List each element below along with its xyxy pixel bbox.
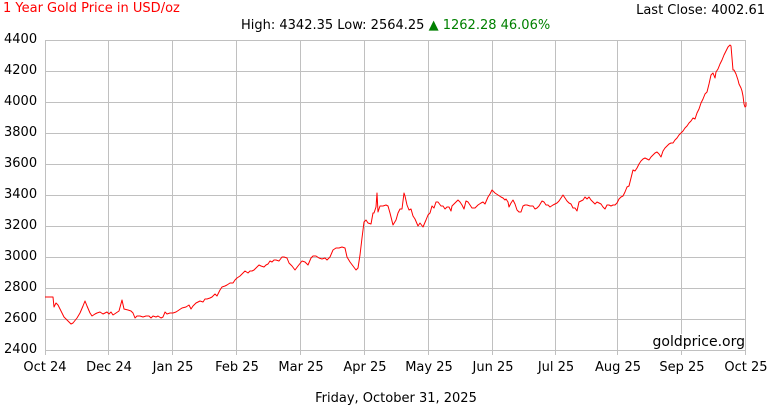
x-tick-label: Jul 25 [537,360,575,375]
y-tick-label: 2800 [4,280,38,295]
y-tick-label: 3400 [4,187,38,202]
high-low-text: High: 4342.35 Low: 2564.25 [241,18,425,33]
y-tick-label: 3600 [4,156,38,171]
x-tick-label: Feb 25 [215,360,259,375]
x-tick-label: Jun 25 [472,360,514,375]
x-tick-label: Oct 24 [23,360,67,375]
high-low-change: High: 4342.35 Low: 2564.25 ▲ 1262.28 46.… [241,18,550,33]
y-tick-label: 2400 [4,342,38,357]
y-tick-label: 3800 [4,125,38,140]
y-tick-label: 4000 [4,94,38,109]
x-tick-label: Aug 25 [594,360,642,375]
x-tick-label: Mar 25 [278,360,324,375]
x-tick-label: Jan 25 [152,360,194,375]
y-tick-label: 3200 [4,218,38,233]
x-tick-label: Dec 24 [86,360,132,375]
chart-date: Friday, October 31, 2025 [315,391,477,406]
x-tick-label: Apr 25 [343,360,387,375]
grid [45,40,746,355]
last-close: Last Close: 4002.61 [636,3,765,18]
chart-title: 1 Year Gold Price in USD/oz [3,1,180,16]
y-tick-label: 3000 [4,249,38,264]
x-tick-label: Oct 25 [724,360,768,375]
y-tick-label: 2600 [4,311,38,326]
up-arrow-icon: ▲ [428,18,439,33]
y-tick-label: 4200 [4,63,38,78]
change-value: 1262.28 46.06% [442,18,551,33]
x-tick-label: Sep 25 [659,360,705,375]
y-tick-label: 4400 [4,32,38,47]
x-tick-label: May 25 [405,360,453,375]
price-line [45,44,747,325]
source-watermark: goldprice.org [652,334,745,350]
